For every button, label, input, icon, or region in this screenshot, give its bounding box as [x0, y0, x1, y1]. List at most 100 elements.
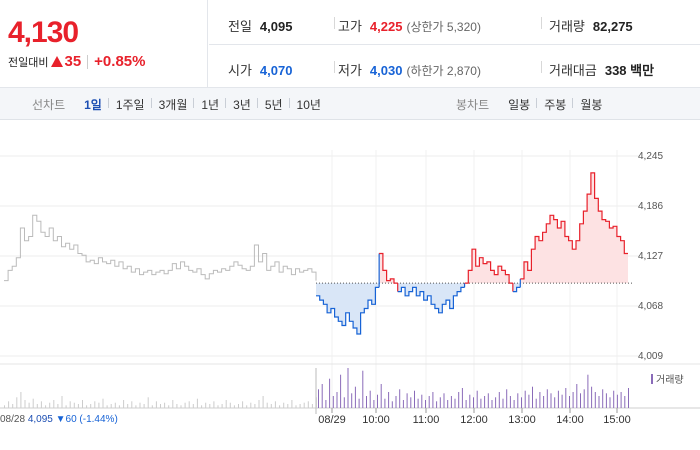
volume-bar	[238, 404, 239, 408]
change-rate: +0.85%	[94, 53, 146, 70]
volume-bar	[594, 392, 596, 408]
stat-value: 338 백만	[604, 63, 655, 78]
stat-sub: (상한가 5,320)	[406, 20, 481, 34]
volume-bar	[343, 397, 345, 408]
price-line-up	[520, 172, 628, 280]
volume-bar	[258, 400, 260, 408]
volume-bar	[135, 405, 137, 408]
volume-bar	[325, 400, 327, 408]
volume-bar	[546, 389, 548, 408]
volume-bar	[24, 400, 26, 408]
candle-chart-title: 봉차트	[456, 97, 490, 112]
y-tick-label: 4,068	[638, 301, 663, 312]
volume-legend-label: 거래량	[656, 375, 684, 386]
stat-value: 4,070	[259, 63, 293, 78]
volume-bar	[402, 400, 404, 408]
chart-toolbar: 선차트 1일 1주일 3개월 1년 3년 5년 10년 봉차트 일봉 주봉 월봉	[0, 88, 700, 120]
volume-bar	[213, 401, 215, 408]
volume-bar	[436, 401, 438, 408]
volume-bar	[502, 398, 504, 408]
divider	[334, 61, 335, 73]
volume-bar	[131, 401, 133, 408]
price-line-down	[316, 286, 380, 335]
volume-bar	[233, 405, 235, 408]
volume-bar	[221, 404, 223, 408]
down-area	[316, 283, 380, 334]
volume-bar	[176, 404, 178, 408]
period-5y[interactable]: 5년	[256, 96, 290, 113]
volume-bar	[209, 404, 211, 408]
y-tick-label: 4,245	[638, 151, 663, 162]
volume-bar	[580, 393, 581, 408]
volume-bar	[535, 398, 537, 408]
volume-bar	[336, 392, 338, 408]
divider	[541, 17, 542, 29]
volume-bar	[307, 401, 309, 408]
volume-bar	[205, 402, 207, 408]
volume-bar	[450, 396, 452, 408]
candle-weekly[interactable]: 주봉	[536, 96, 573, 113]
volume-bar	[283, 402, 285, 408]
line-chart-periods: 선차트 1일 1주일 3개월 1년 3년 5년 10년	[32, 88, 328, 120]
volume-bar	[242, 401, 244, 408]
volume-bar	[311, 404, 313, 408]
x-tick-label: 08/29	[318, 414, 346, 426]
price-line-up	[379, 252, 398, 284]
volume-bar	[332, 396, 334, 408]
volume-bar	[164, 402, 166, 408]
up-area	[520, 172, 628, 284]
volume-bar	[217, 405, 219, 408]
stat-label: 전일	[228, 19, 252, 34]
volume-bar	[495, 397, 497, 408]
volume-bar	[528, 394, 530, 408]
stat-open: 시가 4,070	[228, 60, 292, 79]
volume-bar	[32, 398, 34, 408]
period-1y[interactable]: 1년	[193, 96, 226, 113]
volume-bar	[399, 389, 401, 408]
period-3m[interactable]: 3개월	[150, 96, 195, 113]
volume-bar	[28, 402, 30, 408]
stat-label: 저가	[338, 63, 362, 78]
period-3y[interactable]: 3년	[225, 96, 258, 113]
volume-bar	[8, 401, 10, 408]
volume-bar	[598, 396, 600, 408]
period-1d[interactable]: 1일	[84, 97, 102, 112]
volume-bar	[114, 402, 116, 408]
x-tick-label: 12:00	[460, 414, 488, 426]
volume-bar	[388, 392, 390, 408]
volume-bar	[98, 402, 100, 408]
volume-bar	[417, 398, 419, 408]
volume-bar	[180, 405, 182, 408]
volume-bar	[428, 396, 430, 408]
volume-bar	[172, 400, 174, 408]
y-tick-label: 4,009	[638, 351, 663, 362]
volume-bar	[16, 397, 18, 408]
volume-bar	[543, 396, 545, 408]
volume-bar	[447, 400, 449, 408]
volume-bar	[94, 401, 96, 408]
volume-bar	[491, 400, 493, 408]
up-area	[379, 253, 398, 284]
volume-bar	[86, 405, 88, 408]
period-10y[interactable]: 10년	[288, 96, 328, 113]
volume-bar	[480, 398, 482, 408]
volume-bar	[123, 400, 125, 408]
y-tick-label: 4,186	[638, 201, 663, 212]
volume-bar	[591, 386, 593, 408]
volume-bar	[513, 400, 515, 408]
volume-bar	[53, 400, 55, 408]
period-1w[interactable]: 1주일	[107, 96, 152, 113]
volume-bar	[316, 397, 317, 408]
x-tick-label: 11:00	[413, 414, 440, 426]
volume-bar	[160, 404, 161, 408]
volume-bar	[318, 389, 319, 408]
volume-bar	[602, 389, 604, 408]
divider	[87, 54, 89, 69]
stat-value: 4,225	[369, 19, 403, 34]
volume-bar	[12, 404, 14, 408]
x-tick-label: 15:00	[603, 414, 631, 426]
candle-daily[interactable]: 일봉	[508, 97, 531, 112]
volume-bar	[147, 397, 149, 408]
candle-monthly[interactable]: 월봉	[572, 96, 609, 113]
stat-value: 82,275	[592, 19, 633, 34]
